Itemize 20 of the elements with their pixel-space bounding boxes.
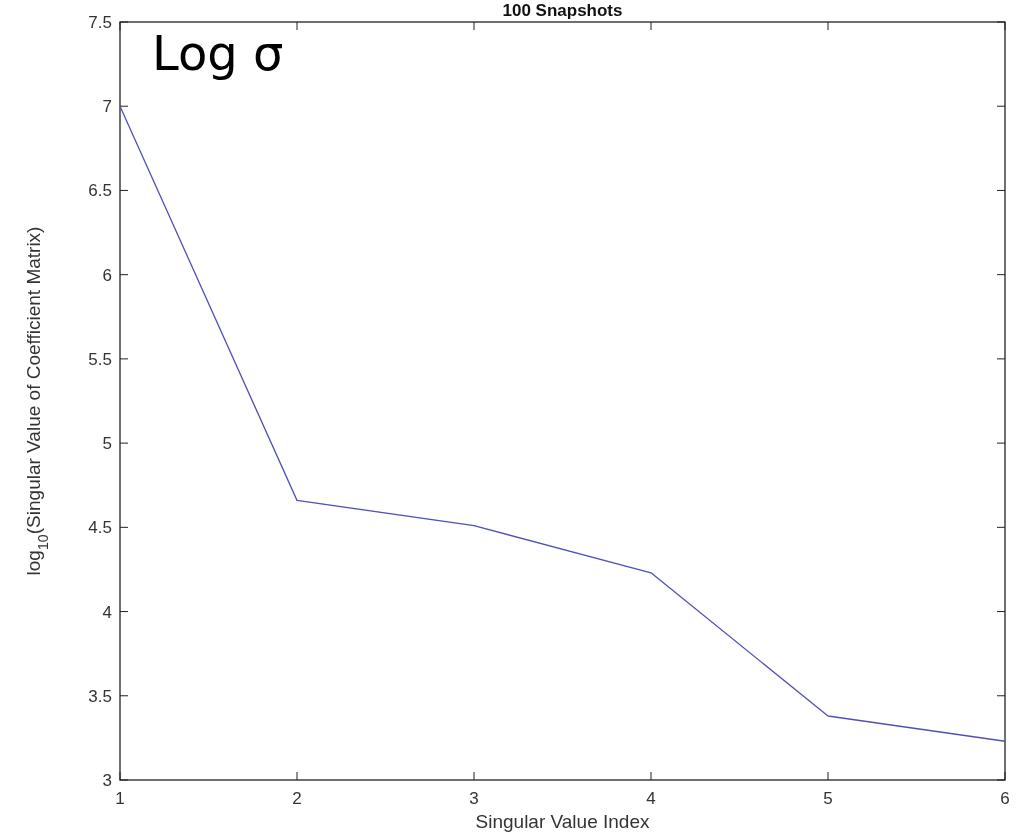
x-tick-label: 1 [115, 789, 125, 808]
x-tick-label: 4 [646, 789, 656, 808]
y-tick-label: 7 [102, 97, 112, 117]
y-tick-label: 6 [102, 265, 112, 285]
y-tick-label: 7.5 [88, 12, 112, 32]
y-tick-label: 6.5 [88, 181, 112, 201]
chart-title: 100 Snapshots [502, 1, 623, 20]
y-tick-label: 5 [102, 434, 112, 454]
x-axis-title: Singular Value Index [475, 811, 650, 832]
x-tick-label: 6 [1000, 789, 1010, 808]
line-series [119, 105, 1006, 742]
y-tick-label: 5.5 [88, 349, 112, 369]
x-tick-label: 3 [469, 789, 479, 808]
annotation: Log σ [152, 25, 284, 81]
y-tick-label: 3.5 [88, 686, 112, 706]
x-tick-label: 5 [823, 789, 833, 808]
y-tick-label: 3 [102, 770, 112, 790]
y-tick-label: 4.5 [88, 518, 112, 538]
y-tick-label: 4 [102, 602, 112, 622]
x-tick-label: 2 [292, 789, 302, 808]
